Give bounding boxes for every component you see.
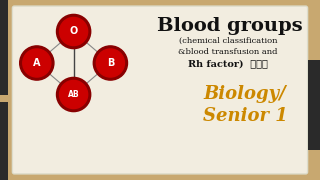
Text: AB: AB bbox=[68, 90, 79, 99]
Text: Blood groups: Blood groups bbox=[157, 17, 303, 35]
Circle shape bbox=[93, 46, 127, 80]
Circle shape bbox=[23, 49, 51, 77]
Text: Biology/: Biology/ bbox=[204, 85, 286, 103]
Text: &blood transfusion and: &blood transfusion and bbox=[178, 48, 278, 56]
Circle shape bbox=[60, 80, 88, 109]
Bar bbox=[0, 102, 8, 180]
Text: A: A bbox=[33, 58, 41, 68]
Circle shape bbox=[57, 14, 91, 49]
Circle shape bbox=[57, 77, 91, 112]
Text: Rh factor)  شرح: Rh factor) شرح bbox=[188, 59, 268, 68]
Circle shape bbox=[96, 49, 124, 77]
Text: (chemical classification: (chemical classification bbox=[179, 37, 277, 45]
Circle shape bbox=[60, 17, 88, 46]
Circle shape bbox=[20, 46, 54, 80]
Text: Senior 1: Senior 1 bbox=[203, 107, 287, 125]
Text: O: O bbox=[69, 26, 78, 37]
Bar bbox=[308, 60, 320, 150]
Text: B: B bbox=[107, 58, 114, 68]
Bar bbox=[0, 0, 8, 95]
FancyBboxPatch shape bbox=[12, 6, 308, 174]
